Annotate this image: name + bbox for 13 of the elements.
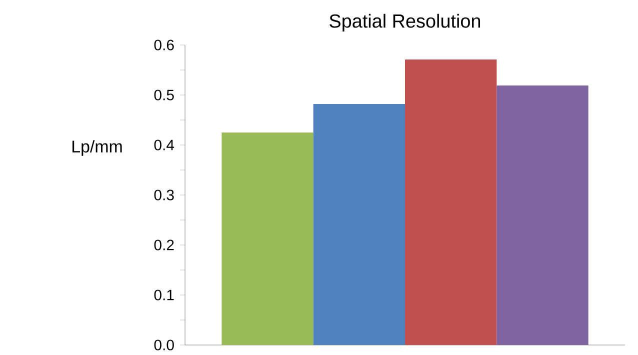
y-axis-title: Lp/mm bbox=[72, 140, 122, 156]
y-tick-label: 0.0 bbox=[154, 340, 174, 350]
bar bbox=[496, 86, 588, 345]
y-tick-label: 0.3 bbox=[154, 190, 174, 200]
y-tick-label: 0.2 bbox=[154, 240, 174, 250]
bar bbox=[313, 104, 406, 345]
y-tick-label: 0.4 bbox=[154, 140, 174, 150]
y-tick-label: 0.6 bbox=[154, 40, 174, 50]
y-tick-label: 0.1 bbox=[154, 290, 174, 300]
bar bbox=[222, 132, 314, 345]
chart-title: Spatial Resolution bbox=[330, 14, 480, 32]
bar bbox=[405, 60, 497, 345]
y-tick-label: 0.5 bbox=[154, 90, 174, 100]
